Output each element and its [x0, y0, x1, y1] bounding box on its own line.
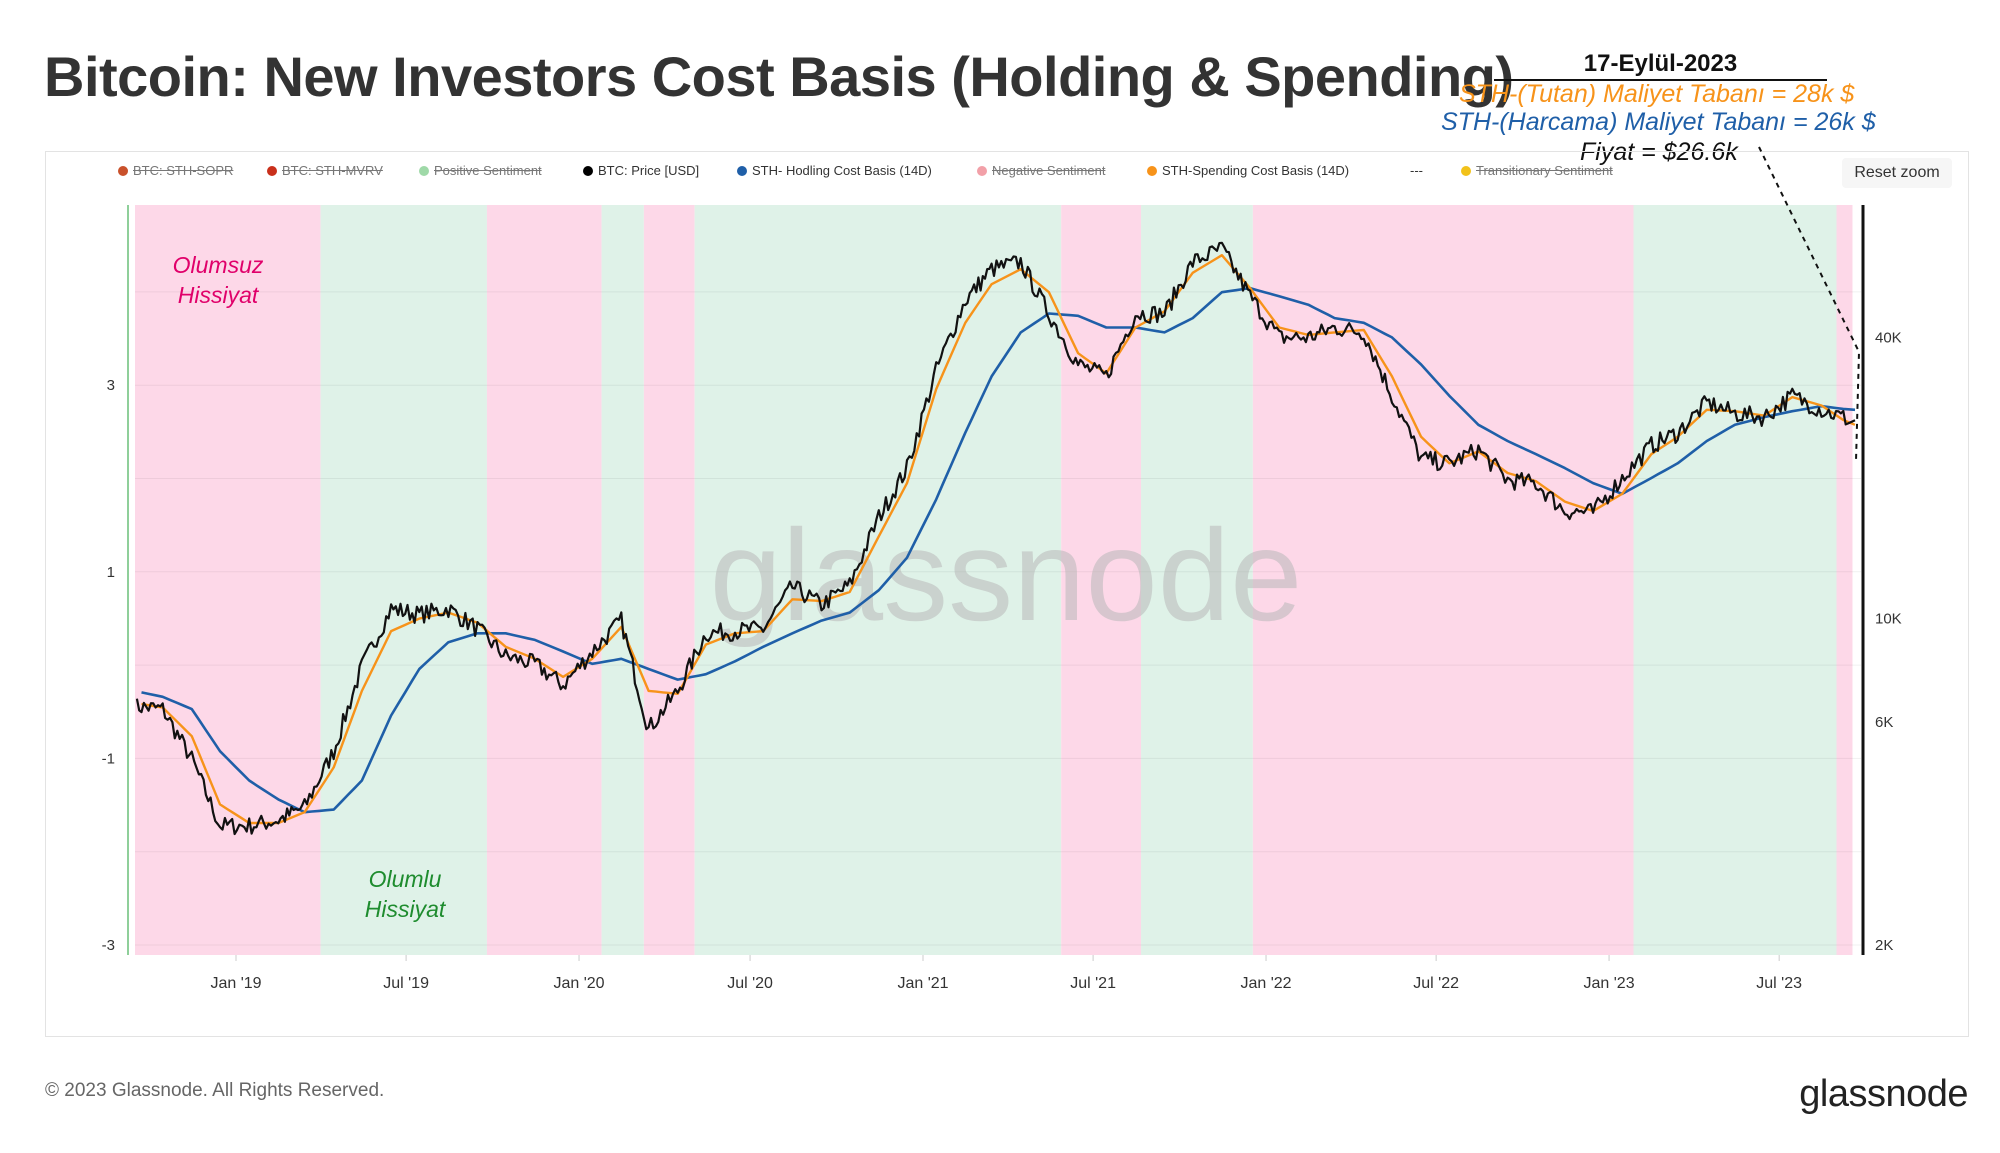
legend-label: --- [1410, 163, 1423, 178]
legend-dot-icon [1461, 165, 1471, 176]
chart-frame [45, 151, 1969, 1037]
annotation-date: 17-Eylül-2023 [1494, 50, 1827, 81]
negative-sentiment-label: Olumsuz Hissiyat [172, 252, 264, 308]
legend-label: BTC: STH-MVRV [282, 163, 383, 178]
legend-dot-icon [419, 165, 429, 176]
copyright-footer: © 2023 Glassnode. All Rights Reserved. [45, 1080, 385, 1101]
page-title: Bitcoin: New Investors Cost Basis (Holdi… [44, 45, 1514, 108]
legend-item[interactable]: BTC: STH-SOPR [118, 163, 233, 178]
annotation-price: Fiyat = $26.6k [1580, 138, 1738, 166]
legend-dot-icon [583, 165, 593, 176]
positive-sentiment-label: Olumlu Hissiyat [364, 866, 446, 922]
legend-label: BTC: STH-SOPR [133, 163, 234, 178]
legend-label: Negative Sentiment [992, 163, 1106, 178]
legend-item[interactable]: BTC: STH-MVRV [267, 163, 383, 178]
legend-dot-icon [1147, 165, 1157, 176]
legend-item[interactable]: BTC: Price [USD] [583, 163, 699, 178]
legend-item[interactable]: Negative Sentiment [977, 163, 1105, 178]
reset-zoom-button[interactable]: Reset zoom [1842, 158, 1952, 188]
legend-item[interactable]: --- [1410, 163, 1423, 178]
glassnode-logo[interactable]: glassnode [1799, 1073, 1968, 1115]
legend-item[interactable]: STH- Hodling Cost Basis (14D) [737, 163, 932, 178]
legend-label: STH- Hodling Cost Basis (14D) [752, 163, 932, 178]
legend-dot-icon [267, 165, 277, 176]
legend-item[interactable]: STH-Spending Cost Basis (14D) [1147, 163, 1349, 178]
legend-item[interactable]: Transitionary Sentiment [1461, 163, 1613, 178]
legend-label: Transitionary Sentiment [1476, 163, 1613, 178]
legend-dot-icon [737, 165, 747, 176]
annotation-holding-cost: STH-(Tutan) Maliyet Tabanı = 28k $ [1459, 80, 1855, 108]
legend-item[interactable]: Positive Sentiment [419, 163, 542, 178]
legend-label: STH-Spending Cost Basis (14D) [1162, 163, 1350, 178]
legend-label: BTC: Price [USD] [598, 163, 700, 178]
legend-label: Positive Sentiment [434, 163, 542, 178]
annotation-spending-cost: STH-(Harcama) Maliyet Tabanı = 26k $ [1441, 108, 1876, 136]
legend-dot-icon [118, 165, 128, 176]
legend-dot-icon [977, 165, 987, 176]
